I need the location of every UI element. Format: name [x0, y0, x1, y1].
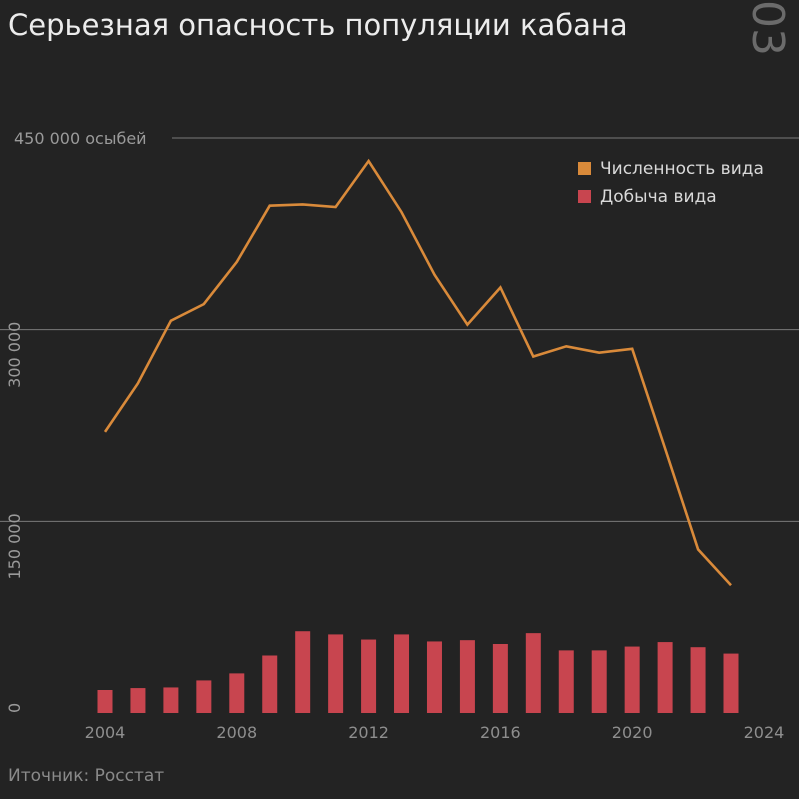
page-number: 03: [742, 0, 793, 56]
x-tick-label: 2004: [85, 723, 126, 742]
harvest-bar: [624, 646, 640, 713]
y-tick-label: 150 000: [5, 513, 24, 579]
x-tick-label: 2008: [216, 723, 257, 742]
harvest-bar: [657, 642, 673, 713]
x-tick-label: 2012: [348, 723, 389, 742]
harvest-bar: [459, 640, 475, 713]
harvest-bar: [558, 650, 574, 713]
grid-lines: [0, 137, 799, 522]
population-line-path: [103, 158, 732, 587]
harvest-bar: [492, 644, 508, 713]
harvest-bar: [591, 650, 607, 713]
harvest-bar: [328, 634, 344, 713]
x-axis-ticks: 2004 2008 2012 2016 2020 2024: [85, 723, 785, 742]
x-tick-label: 2020: [612, 723, 653, 742]
harvest-bar: [196, 680, 212, 713]
harvest-bar: [262, 655, 278, 713]
y-tick-label: 0: [5, 703, 24, 713]
legend-label: Численность вида: [600, 159, 764, 179]
harvest-bar: [163, 687, 179, 713]
harvest-bar: [723, 653, 739, 713]
y-tick-label: 300 000: [5, 322, 24, 388]
harvest-bar: [295, 631, 311, 713]
harvest-bar: [229, 673, 245, 713]
chart-title: Серьезная опасность популяции кабана: [8, 8, 628, 42]
y-tick-label: 450 000 осыбей: [14, 129, 147, 148]
harvest-bar: [130, 688, 146, 713]
source-note: Иточник: Росстат: [8, 766, 165, 786]
legend: Численность вида Добыча вида: [578, 159, 764, 207]
legend-swatch: [578, 190, 591, 203]
population-line: [103, 158, 732, 587]
x-tick-label: 2016: [480, 723, 521, 742]
legend-swatch: [578, 162, 591, 175]
harvest-bar: [97, 690, 113, 713]
harvest-bar: [394, 634, 410, 713]
harvest-bars: [97, 631, 739, 713]
y-axis-ticks: 0 150 000 300 000 450 000 осыбей: [5, 129, 147, 713]
harvest-bar: [426, 641, 442, 713]
legend-label: Добыча вида: [600, 187, 717, 207]
harvest-bar: [361, 639, 377, 713]
harvest-bar: [525, 633, 541, 713]
x-tick-label: 2024: [744, 723, 785, 742]
harvest-bar: [690, 647, 706, 713]
